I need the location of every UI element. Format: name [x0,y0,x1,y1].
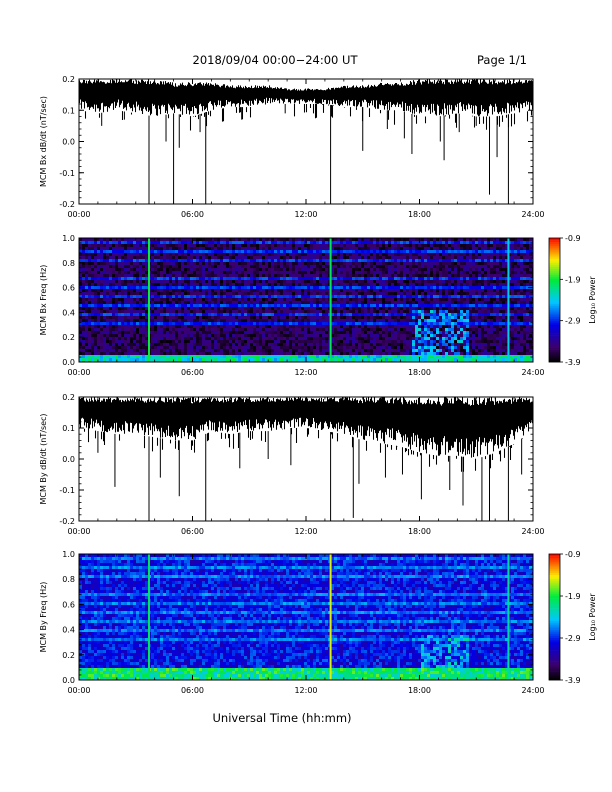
broadband-event-line [147,554,150,680]
y-tick-label: 1.0 [62,234,75,243]
colorbar-title: Log₁₀ Power [588,593,597,641]
y-tick-label: 0.0 [62,138,75,147]
x-tick-label: 06:00 [181,210,204,219]
x-tick-label: 00:00 [67,368,90,377]
x-tick-label: 24:00 [521,686,544,695]
colorbar-tick-label: -2.9 [565,634,581,643]
x-tick-label: 18:00 [408,686,431,695]
x-axis-title: Universal Time (hh:mm) [212,711,351,725]
colorbar-tick-label: -0.9 [565,234,581,243]
colorbar [549,238,560,363]
y-tick-label: 0.8 [62,575,75,584]
x-tick-label: 24:00 [521,210,544,219]
x-tick-label: 18:00 [408,527,431,536]
x-tick-label: 00:00 [67,210,90,219]
colorbar-tick-label: -3.9 [565,676,581,685]
x-tick-label: 00:00 [67,527,90,536]
y-axis-title: MCM By Freq (Hz) [39,582,48,653]
by-dbdt-panel: 00:00 06:00 12:00 18:00 24:00 -0.2 -0.1 0.0 0.1 0… [39,393,545,536]
dbdt-trace [78,397,534,472]
colorbar-tick-label: -2.9 [565,317,581,326]
bx-spectrogram-panel: -0.9 -1.9 -2.9 -3.9 Log₁₀ Power 00:00 06:00 12:… [39,234,597,377]
y-tick-label: 0.6 [62,600,75,609]
y-tick-label: 0.0 [62,455,75,464]
x-tick-label: 06:00 [181,686,204,695]
spectrogram-cells [79,554,533,681]
colorbar-tick-label: -3.9 [565,358,581,367]
x-tick-label: 06:00 [181,527,204,536]
page-number: Page 1/1 [477,53,527,67]
y-tick-label: 0.8 [62,259,75,268]
x-tick-label: 18:00 [408,368,431,377]
broadband-event-line [507,554,510,680]
x-tick-label: 00:00 [67,686,90,695]
broadband-event-line [147,238,150,362]
broadband-event-line [329,554,332,680]
y-tick-label: 0.2 [62,651,75,660]
page-title: 2018/09/04 00:00−24:00 UT [193,53,359,67]
y-tick-label: 0.1 [62,106,75,115]
spectrogram-cells [79,238,533,363]
y-tick-label: 0.4 [62,626,75,635]
y-tick-label: 1.0 [62,550,75,559]
x-tick-label: 24:00 [521,368,544,377]
colorbar-tick-label: -1.9 [565,275,581,284]
y-tick-label: 0.2 [62,393,75,402]
y-tick-label: -0.2 [59,517,75,526]
y-tick-label: -0.1 [59,169,75,178]
y-tick-label: -0.1 [59,486,75,495]
colorbar-frame [548,553,561,681]
x-tick-label: 12:00 [294,210,317,219]
x-tick-label: 18:00 [408,210,431,219]
y-tick-label: 0.4 [62,308,75,317]
colorbar-tick-label: -1.9 [565,592,581,601]
x-tick-label: 24:00 [521,527,544,536]
broadband-event-line [507,238,510,362]
y-axis-title: MCM Bx Freq (Hz) [39,265,48,336]
by-spectrogram-panel: -0.9 -1.9 -2.9 -3.9 Log₁₀ Power 00:00 06:00 12:… [39,550,597,695]
y-tick-label: -0.2 [59,200,75,209]
colorbar-tick-label: -0.9 [565,550,581,559]
colorbar-title: Log₁₀ Power [588,276,597,324]
colorbar [549,554,560,681]
x-tick-label: 12:00 [294,686,317,695]
y-tick-label: 0.2 [62,75,75,84]
y-tick-label: 0.2 [62,333,75,342]
colorbar-frame [548,237,561,363]
bx-dbdt-panel: 00:00 06:00 12:00 18:00 24:00 -0.2 -0.1 0.0 0.1 0… [39,75,545,219]
y-tick-label: 0.0 [62,676,75,685]
y-tick-label: 0.0 [62,358,75,367]
dbdt-trace [78,79,534,131]
y-tick-label: 0.6 [62,284,75,293]
y-tick-label: 0.1 [62,424,75,433]
y-axis-title: MCM Bx dB/dt (nT/sec) [39,96,48,187]
y-axis-title: MCM By dB/dt (nT/sec) [39,413,48,504]
x-tick-label: 06:00 [181,368,204,377]
x-tick-label: 12:00 [294,368,317,377]
x-tick-label: 12:00 [294,527,317,536]
broadband-event-line [329,238,332,362]
